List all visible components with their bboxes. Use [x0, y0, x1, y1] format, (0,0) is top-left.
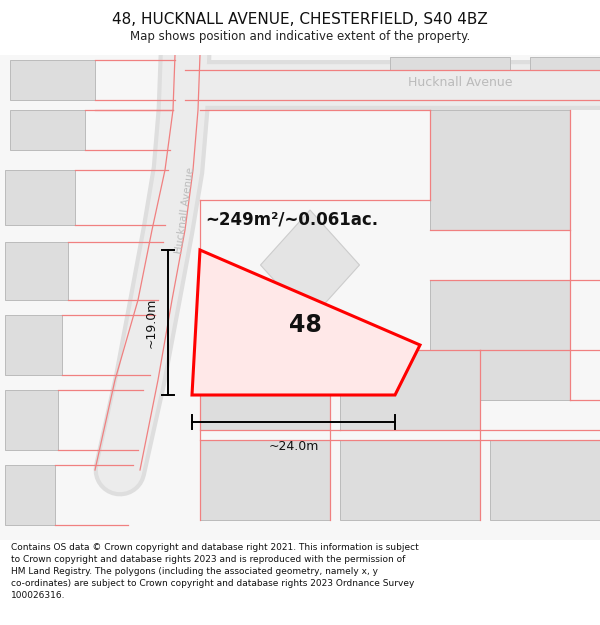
Polygon shape — [200, 350, 330, 430]
Polygon shape — [430, 280, 570, 400]
Polygon shape — [10, 110, 85, 150]
Text: Contains OS data © Crown copyright and database right 2021. This information is : Contains OS data © Crown copyright and d… — [11, 543, 419, 599]
Polygon shape — [5, 242, 68, 300]
Text: ~19.0m: ~19.0m — [145, 298, 158, 348]
Polygon shape — [5, 465, 55, 525]
Polygon shape — [10, 60, 95, 100]
Text: Hucknall Avenue: Hucknall Avenue — [174, 166, 196, 254]
Polygon shape — [430, 110, 570, 230]
Polygon shape — [192, 250, 420, 395]
Polygon shape — [200, 440, 330, 520]
Text: ~249m²/~0.061ac.: ~249m²/~0.061ac. — [205, 211, 378, 229]
Text: 48: 48 — [289, 313, 322, 337]
Polygon shape — [5, 315, 62, 375]
Polygon shape — [5, 390, 58, 450]
Polygon shape — [340, 440, 480, 520]
Text: 48, HUCKNALL AVENUE, CHESTERFIELD, S40 4BZ: 48, HUCKNALL AVENUE, CHESTERFIELD, S40 4… — [112, 12, 488, 27]
Polygon shape — [490, 440, 600, 520]
Polygon shape — [260, 210, 359, 320]
Text: ~24.0m: ~24.0m — [268, 440, 319, 453]
Polygon shape — [340, 350, 480, 430]
Text: Map shows position and indicative extent of the property.: Map shows position and indicative extent… — [130, 30, 470, 43]
Polygon shape — [5, 170, 75, 225]
Polygon shape — [530, 57, 600, 70]
Polygon shape — [390, 57, 510, 70]
Text: Hucknall Avenue: Hucknall Avenue — [408, 76, 512, 89]
